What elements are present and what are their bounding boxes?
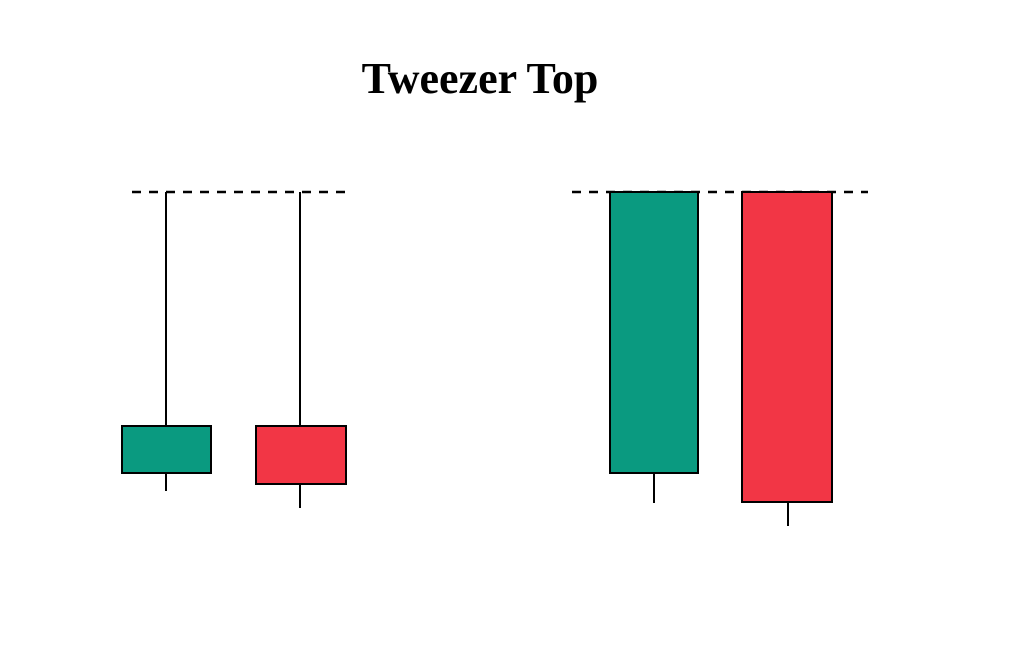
bearish-candle [741, 191, 833, 503]
title: Tweezer Top [362, 54, 599, 103]
bullish-candle [121, 425, 212, 474]
bullish-candle [609, 191, 699, 474]
bearish-candle [255, 425, 347, 485]
